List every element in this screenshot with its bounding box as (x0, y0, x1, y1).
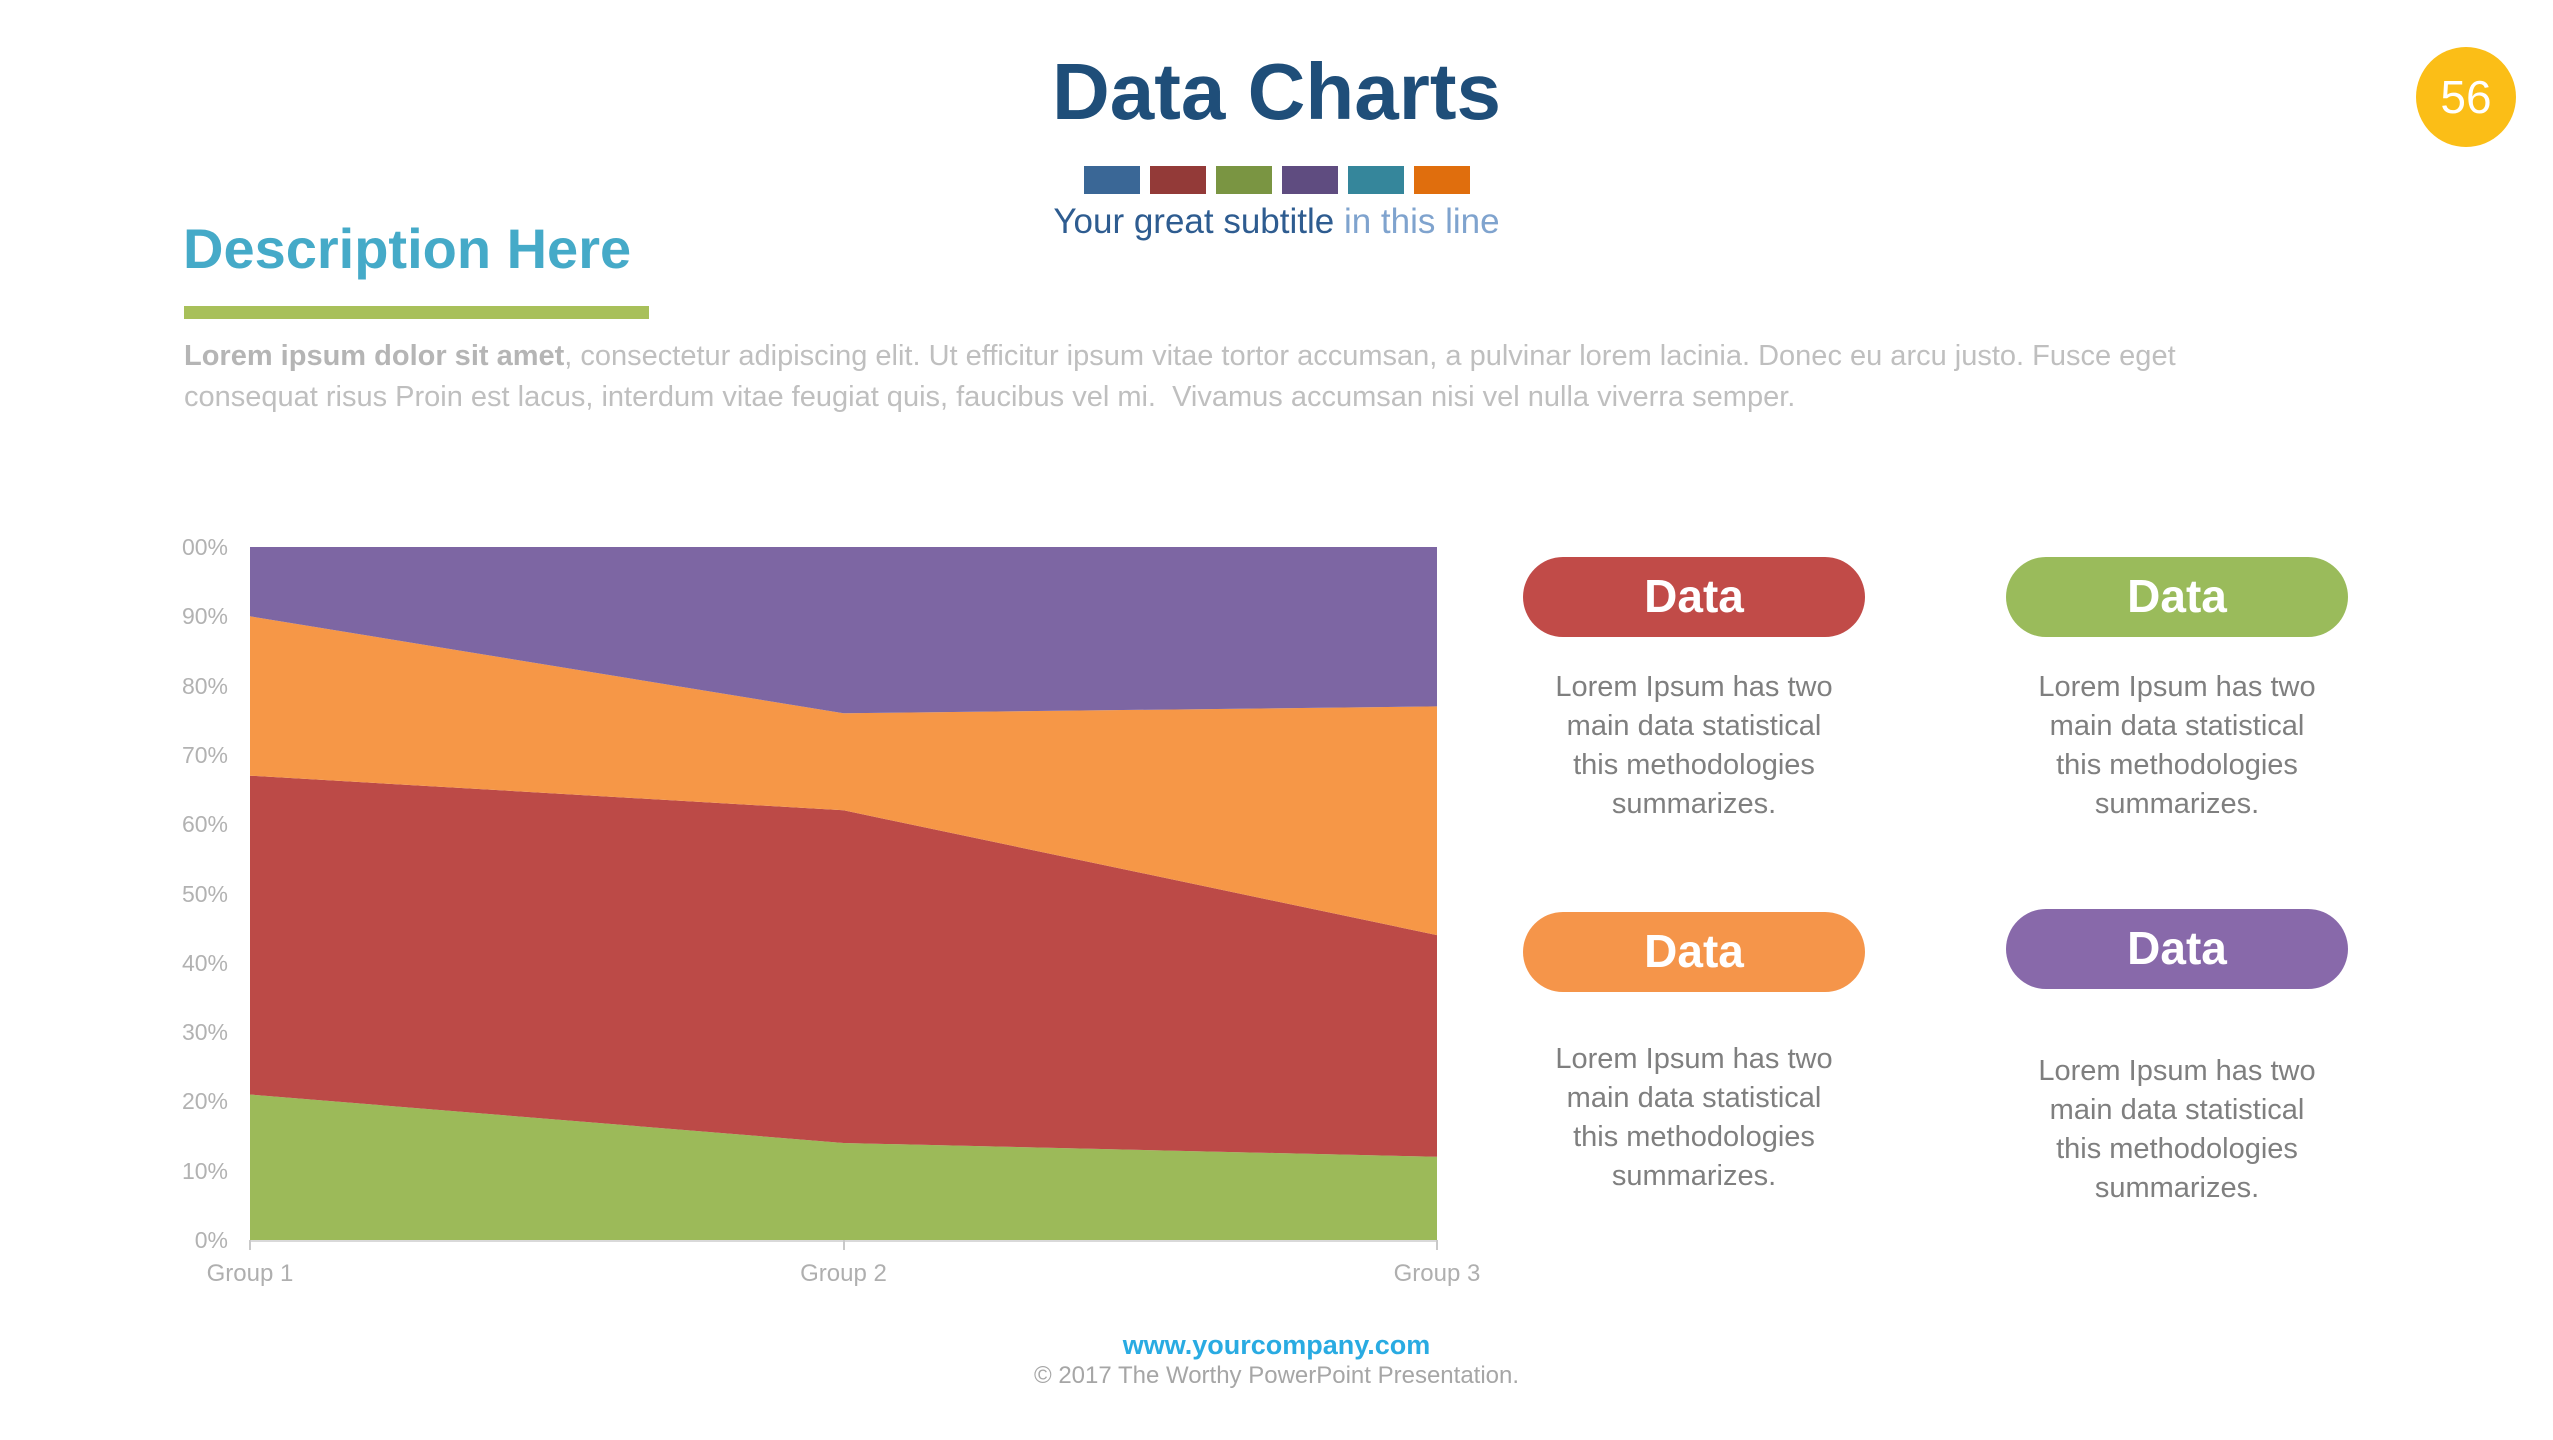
area-series-green (250, 1094, 1437, 1240)
stacked-area-chart-canvas (250, 547, 1437, 1240)
area-series-orange (250, 616, 1437, 936)
x-axis-tick (249, 1240, 251, 1250)
data-card-pill-red: Data (1523, 557, 1865, 637)
y-axis-tick-label: 0% (194, 1227, 228, 1253)
subtitle-main: Your great subtitle (1053, 202, 1335, 241)
description-body-lead: Lorem ipsum dolor sit amet (184, 340, 565, 372)
data-card-body-purple: Lorem Ipsum has two main data statistica… (2038, 1055, 2316, 1204)
description-body: Lorem ipsum dolor sit amet, consectetur … (184, 336, 2184, 418)
x-axis-category-label: Group 1 (206, 1260, 294, 1287)
chart-y-axis-labels: 0% 10% 20% 30% 40% 50% 60% 70% 80% 90% 00% (100, 534, 228, 1253)
y-axis-tick-label: 30% (181, 1019, 228, 1046)
subtitle: Your great subtitle in this line (0, 202, 2553, 242)
data-card-pill-green: Data (2006, 557, 2348, 637)
palette-square (1347, 166, 1404, 194)
palette-square (1413, 166, 1470, 194)
area-series-purple (250, 547, 1437, 714)
y-axis-tick-label: 70% (181, 741, 228, 768)
y-axis-tick-label: 80% (181, 672, 228, 699)
footer-copyright: © 2017 The Worthy PowerPoint Presentatio… (1033, 1362, 1520, 1389)
palette-square (1215, 166, 1272, 194)
palette-square (1083, 166, 1140, 194)
description-underline (184, 306, 649, 319)
palette-square (1149, 166, 1206, 194)
y-axis-tick-label: 50% (181, 880, 228, 907)
palette-square (1281, 166, 1338, 194)
x-axis-tick (1436, 1240, 1438, 1250)
data-card-pill-orange: Data (1523, 912, 1865, 992)
footer-company-url[interactable]: www.yourcompany.com (1122, 1330, 1431, 1360)
subtitle-light: in this line (1334, 202, 1500, 241)
area-series-red (250, 775, 1437, 1157)
description-body-rest: , consectetur adipiscing elit. Ut effici… (184, 340, 2184, 413)
y-axis-tick-label: 10% (181, 1157, 228, 1184)
palette-squares-row (0, 166, 2553, 194)
y-axis-tick-label: 60% (181, 811, 228, 838)
page-number-badge: 56 (2416, 47, 2516, 147)
data-card-body-green: Lorem Ipsum has two main data statistica… (2038, 671, 2316, 820)
y-axis-tick-label: 00% (181, 534, 228, 560)
x-axis-category-label: Group 2 (800, 1260, 887, 1287)
description-heading: Description Here (183, 217, 632, 280)
data-card-pill-purple: Data (2006, 909, 2348, 989)
page-title: Data Charts (1051, 47, 1502, 136)
y-axis-tick-label: 90% (181, 603, 228, 630)
y-axis-tick-label: 20% (181, 1088, 228, 1115)
x-axis-category-label: Group 3 (1393, 1260, 1481, 1287)
stacked-area-chart (249, 547, 1438, 1250)
data-card-body-orange: Lorem Ipsum has two main data statistica… (1555, 1043, 1833, 1192)
data-card-body-red: Lorem Ipsum has two main data statistica… (1555, 671, 1833, 820)
x-axis-tick (842, 1240, 845, 1250)
chart-x-axis-labels: Group 1 Group 2 Group 3 (207, 1260, 1481, 1292)
y-axis-tick-label: 40% (181, 949, 228, 976)
